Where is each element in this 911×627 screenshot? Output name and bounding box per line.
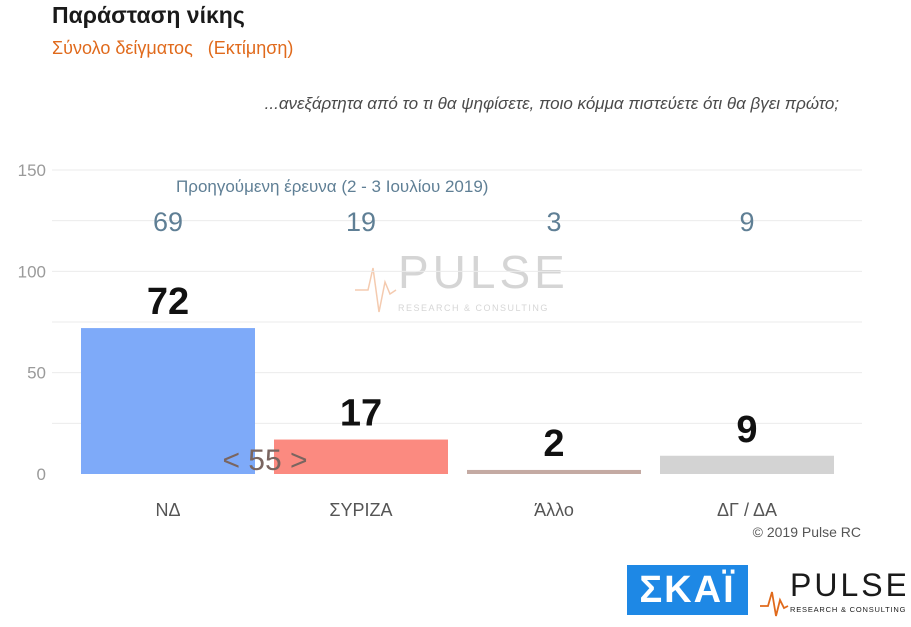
bar-value-label: 17 [340, 393, 382, 435]
previous-value-label: 69 [153, 207, 183, 237]
gap-annotation: < 55 > [222, 444, 307, 477]
copyright: © 2019 Pulse RC [752, 524, 861, 540]
pulse-logo: PULSE RESEARCH & CONSULTING [760, 567, 905, 617]
skai-logo: ΣΚΑΪ [627, 565, 748, 615]
previous-survey-label: Προηγούμενη έρευνα (2 - 3 Ιουλίου 2019) [176, 177, 489, 196]
value-labels: 72 17 2 9 [147, 281, 758, 465]
pulse-watermark: PULSE RESEARCH & CONSULTING [355, 246, 569, 313]
bar-value-label: 72 [147, 281, 189, 323]
bar-value-label: 2 [543, 423, 564, 465]
chart-title: Παράσταση νίκης [52, 2, 245, 28]
previous-values: 69 19 3 9 [153, 207, 755, 237]
bars [81, 328, 834, 474]
previous-value-label: 9 [739, 207, 754, 237]
y-tick-label: 50 [27, 364, 46, 383]
previous-value-label: 19 [346, 207, 376, 237]
bar-value-label: 9 [736, 409, 757, 451]
y-tick-label: 100 [18, 262, 46, 281]
x-tick-label: ΝΔ [155, 500, 180, 520]
gridlines [52, 169, 862, 424]
y-tick-label: 0 [37, 465, 46, 484]
y-tick-label: 150 [18, 161, 46, 180]
x-axis: ΝΔ ΣΥΡΙΖΑ Άλλο ΔΓ / ΔΑ [155, 500, 777, 520]
watermark-tagline: RESEARCH & CONSULTING [398, 303, 549, 313]
pulse-logo-tagline: RESEARCH & CONSULTING [790, 605, 905, 614]
y-axis: 0 50 100 150 [18, 161, 46, 484]
survey-question: ...ανεξάρτητα από το τι θα ψηφίσετε, ποι… [264, 94, 839, 113]
watermark-name: PULSE [398, 246, 569, 298]
x-tick-label: ΣΥΡΙΖΑ [329, 500, 392, 520]
bar [660, 455, 834, 474]
previous-value-label: 3 [546, 207, 561, 237]
x-tick-label: Άλλο [534, 500, 574, 520]
bar [467, 469, 641, 474]
bar [81, 328, 255, 474]
bar [274, 439, 448, 474]
x-tick-label: ΔΓ / ΔΑ [717, 500, 777, 520]
chart-subtitle: Σύνολο δείγματος (Εκτίμηση) [52, 38, 294, 58]
pulse-logo-name: PULSE [790, 567, 905, 603]
